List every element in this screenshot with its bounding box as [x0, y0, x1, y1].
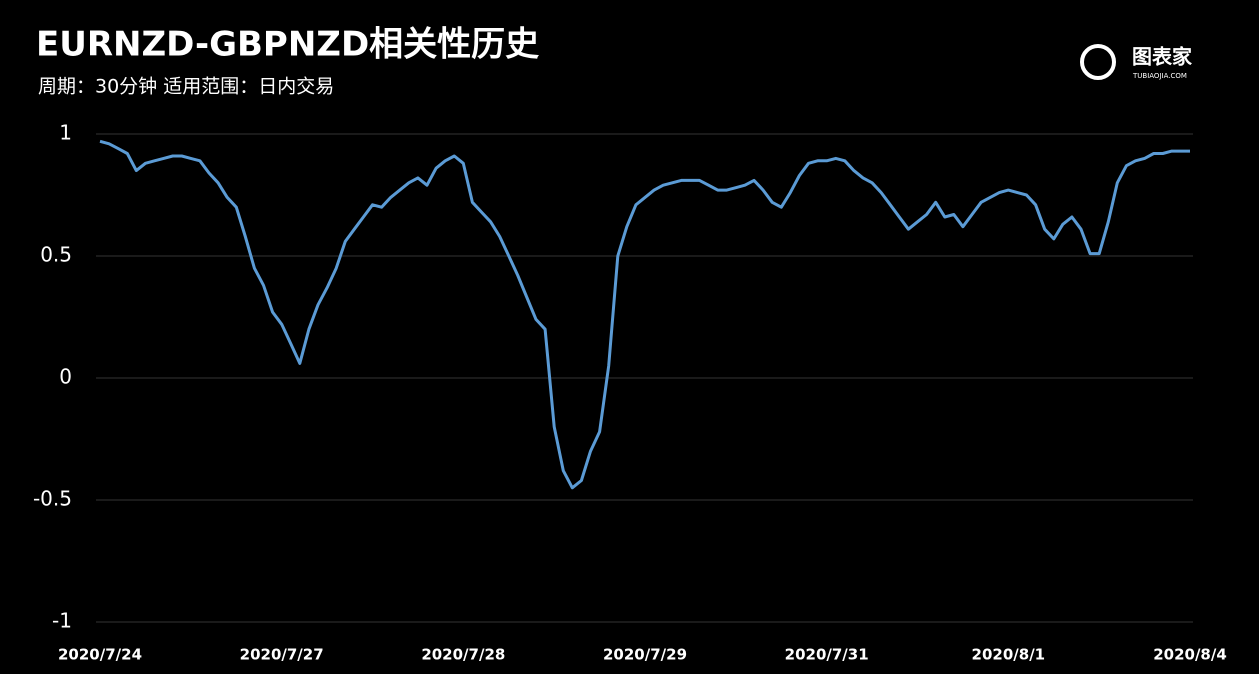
logo: 图表家 TUBIAOJIA.COM	[1080, 44, 1193, 80]
y-tick-label: 0.5	[40, 243, 72, 267]
y-tick-label: -0.5	[33, 487, 72, 511]
x-tick-label: 2020/7/27	[240, 646, 324, 664]
y-tick-label: 0	[59, 365, 72, 389]
logo-icon	[1080, 44, 1116, 80]
x-tick-label: 2020/7/28	[421, 646, 505, 664]
data-line	[99, 139, 1190, 490]
brand-url: TUBIAOJIA.COM	[1132, 72, 1187, 80]
x-tick-label: 2020/7/29	[603, 646, 687, 664]
x-tick-label: 2020/7/31	[785, 646, 869, 664]
x-tick-label: 2020/8/4	[1153, 646, 1227, 664]
brand: 图表家	[1132, 45, 1193, 69]
x-tick-label: 2020/7/24	[58, 646, 142, 664]
y-tick-label: -1	[52, 609, 72, 633]
x-tick-label: 2020/8/1	[972, 646, 1046, 664]
y-tick-label: 1	[59, 121, 72, 145]
chart-title: EURNZD-GBPNZD相关性历史	[36, 25, 539, 65]
chart-subtitle: 周期：30分钟 适用范围：日内交易	[38, 76, 334, 98]
